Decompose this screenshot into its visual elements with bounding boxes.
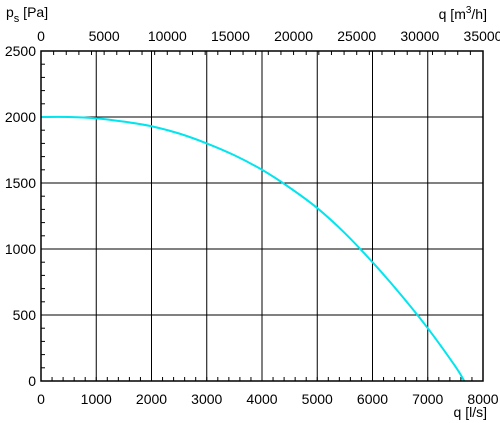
x-tick-label: 2000 (136, 391, 167, 407)
x2-tick-label: 25000 (337, 28, 376, 44)
x-tick-label: 4000 (246, 391, 277, 407)
y-tick-label: 500 (13, 307, 37, 323)
x2-tick-label: 30000 (400, 28, 439, 44)
grid-lines (40, 50, 484, 382)
x2-tick-label: 0 (37, 28, 45, 44)
x2-tick-labels: 0 5000 10000 15000 20000 25000 30000 35000 (37, 28, 500, 44)
x-tick-label: 8000 (467, 391, 498, 407)
x2-tick-label: 35000 (464, 28, 500, 44)
x2-axis-label: q [m3/h] (439, 5, 487, 22)
y-tick-labels: 0 500 1000 1500 2000 2500 (5, 43, 36, 389)
y-tick-label: 1500 (5, 175, 36, 191)
y-tick-label: 2500 (5, 43, 36, 59)
x-tick-label: 7000 (412, 391, 443, 407)
x-tick-labels: 0 1000 2000 3000 4000 5000 6000 7000 8000 (37, 391, 499, 407)
x-tick-label: 0 (37, 391, 45, 407)
y-axis-label: ps [Pa] (6, 4, 48, 25)
plot-frame (40, 50, 484, 382)
x-tick-label: 6000 (357, 391, 388, 407)
x-tick-label: 1000 (81, 391, 112, 407)
x2-tick-label: 20000 (274, 28, 313, 44)
y-tick-label: 0 (28, 373, 36, 389)
x-axis-label: q [l/s] (454, 404, 487, 420)
x2-tick-label: 15000 (211, 28, 250, 44)
x-tick-label: 3000 (191, 391, 222, 407)
series-line (40, 115, 466, 382)
series-layer (40, 115, 466, 382)
y-tick-label: 1000 (5, 241, 36, 257)
y-tick-label: 2000 (5, 109, 36, 125)
x-tick-label: 5000 (302, 391, 333, 407)
x2-tick-label: 10000 (148, 28, 187, 44)
x2-tick-label: 5000 (89, 28, 120, 44)
